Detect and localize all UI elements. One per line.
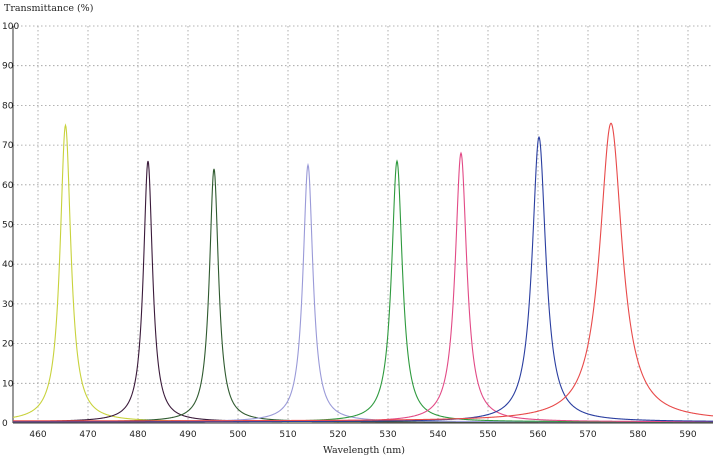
x-tick-label: 460	[29, 430, 46, 440]
y-tick-label: 90	[2, 62, 14, 72]
y-tick-label: 50	[2, 221, 14, 231]
y-tick-label: 40	[2, 260, 14, 270]
y-tick-label: 10	[2, 379, 14, 389]
x-tick-label: 560	[529, 430, 546, 440]
x-tick-label: 500	[229, 430, 246, 440]
x-tick-label: 480	[129, 430, 146, 440]
x-tick-label: 550	[479, 430, 496, 440]
transmittance-curve	[13, 135, 713, 423]
x-tick-label: 570	[579, 430, 596, 440]
axes	[12, 26, 713, 424]
y-tick-label: 0	[2, 419, 8, 429]
x-tick-label: 530	[379, 430, 396, 440]
x-tick-label: 470	[79, 430, 96, 440]
x-tick-label: 590	[679, 430, 696, 440]
y-tick-label: 20	[2, 340, 14, 350]
y-tick-label: 80	[2, 101, 14, 111]
transmittance-curve	[13, 122, 714, 422]
y-tick-label: 70	[2, 141, 14, 151]
y-tick-label: 60	[2, 181, 14, 191]
tick-labels: 460 470 480 490 500 510 520 530 540 550 560 570 580 5…	[2, 22, 697, 440]
x-axis-label: Wavelength (nm)	[323, 445, 405, 456]
grid	[13, 25, 713, 423]
x-tick-label: 490	[179, 430, 196, 440]
x-tick-label: 540	[429, 430, 446, 440]
x-tick-label: 510	[279, 430, 296, 440]
y-tick-label: 100	[2, 22, 19, 32]
x-tick-label: 580	[629, 430, 646, 440]
x-tick-label: 520	[329, 430, 346, 440]
y-axis-label: Transmittance (%)	[4, 3, 93, 14]
series-layer	[12, 122, 714, 423]
y-tick-label: 30	[2, 300, 14, 310]
